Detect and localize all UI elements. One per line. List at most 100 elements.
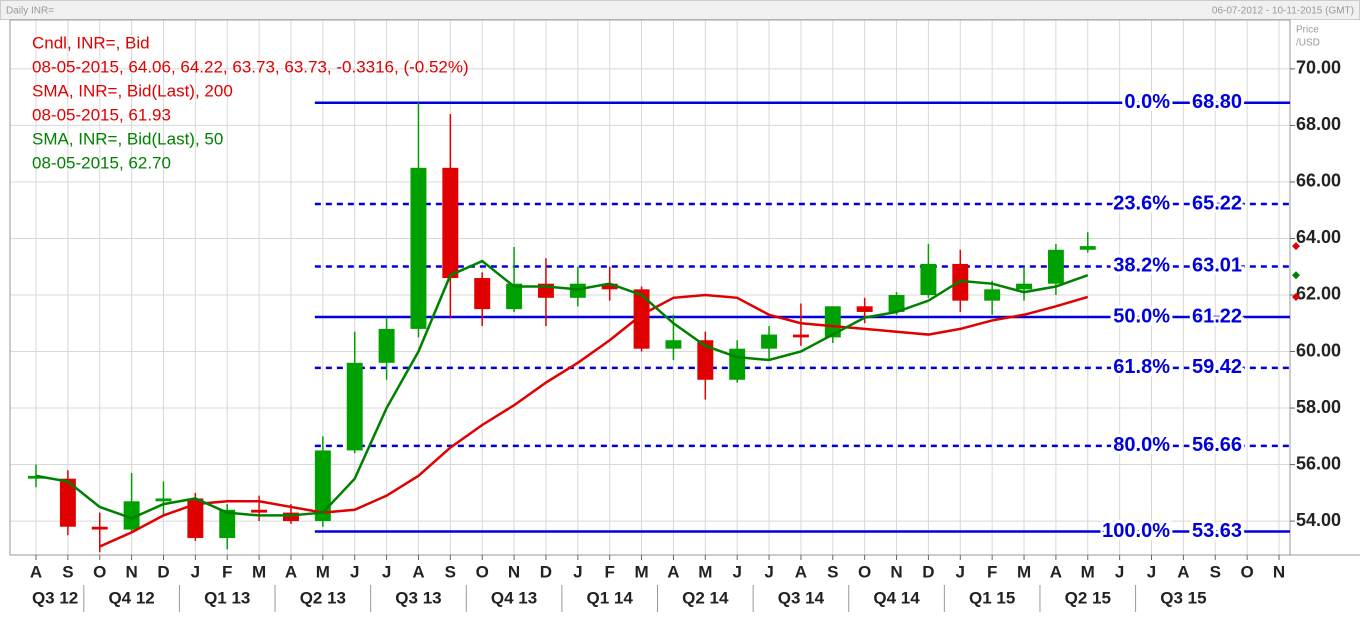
y-tick-label: 58.00 <box>1296 397 1341 417</box>
fib-ratio: 61.8% <box>1113 356 1170 378</box>
quarter-label: Q1 14 <box>587 588 634 607</box>
last-value-marker <box>1292 242 1300 251</box>
candle-body <box>410 167 427 329</box>
y-tick-label: 56.00 <box>1296 453 1341 473</box>
y-axis-label: /USD <box>1296 38 1320 49</box>
candle-body <box>856 306 873 312</box>
quarter-label: Q4 13 <box>491 588 537 607</box>
quarter-label: Q1 15 <box>969 588 1015 607</box>
x-tick-label: F <box>987 562 997 581</box>
y-tick-label: 70.00 <box>1296 58 1341 78</box>
y-tick-label: 64.00 <box>1296 227 1341 247</box>
x-tick-label: J <box>382 562 391 581</box>
fib-value: 65.22 <box>1192 192 1242 214</box>
fib-ratio: 38.2% <box>1113 255 1170 277</box>
candle-body <box>442 167 459 279</box>
candle-body <box>792 334 809 338</box>
candle-body <box>91 526 108 530</box>
fib-ratio: 100.0% <box>1102 520 1170 542</box>
fib-ratio: 0.0% <box>1124 91 1170 113</box>
x-tick-label: A <box>285 562 297 581</box>
x-tick-label: N <box>890 562 902 581</box>
x-tick-label: M <box>698 562 712 581</box>
candle-body <box>824 306 841 338</box>
x-tick-label: M <box>1017 562 1031 581</box>
candle-body <box>888 294 905 312</box>
candle-body <box>1079 246 1096 250</box>
last-value-marker <box>1292 292 1300 301</box>
candle-body <box>506 283 523 310</box>
x-tick-label: A <box>412 562 424 581</box>
x-tick-label: N <box>125 562 137 581</box>
x-tick-label: N <box>508 562 520 581</box>
candle-body <box>187 498 204 539</box>
x-tick-label: O <box>858 562 871 581</box>
x-tick-label: S <box>445 562 456 581</box>
x-tick-label: J <box>956 562 965 581</box>
x-tick-label: A <box>30 562 42 581</box>
header-bar <box>0 0 1360 20</box>
x-tick-label: J <box>764 562 773 581</box>
fib-value: 61.22 <box>1192 305 1242 327</box>
fib-ratio: 80.0% <box>1113 434 1170 456</box>
y-axis-label: Price <box>1296 25 1319 36</box>
fib-value: 59.42 <box>1192 356 1242 378</box>
x-tick-label: J <box>350 562 359 581</box>
candle-body <box>28 475 44 479</box>
x-tick-label: D <box>922 562 934 581</box>
fib-value: 68.80 <box>1192 91 1242 113</box>
candle-body <box>283 512 299 522</box>
candle-body <box>665 340 682 349</box>
candle-body <box>697 340 714 380</box>
y-tick-label: 60.00 <box>1296 340 1341 360</box>
candle-body <box>155 498 172 502</box>
quarter-label: Q3 15 <box>1160 588 1206 607</box>
quarter-label: Q4 12 <box>108 588 154 607</box>
fib-ratio: 50.0% <box>1113 305 1170 327</box>
sma-line <box>99 293 1089 548</box>
x-tick-label: J <box>732 562 741 581</box>
candle-body <box>346 362 363 451</box>
x-tick-label: A <box>795 562 807 581</box>
quarter-label: Q1 13 <box>204 588 250 607</box>
x-tick-label: M <box>1081 562 1095 581</box>
x-tick-label: F <box>222 562 232 581</box>
y-tick-label: 54.00 <box>1296 510 1341 530</box>
quarter-label: Q3 13 <box>395 588 441 607</box>
candle-body <box>123 501 140 530</box>
quarter-label: Q2 15 <box>1065 588 1111 607</box>
quarter-label: Q3 14 <box>778 588 825 607</box>
legend-entry: 08-05-2015, 64.06, 64.22, 63.73, 63.73, … <box>32 57 469 76</box>
quarter-label: Q2 13 <box>300 588 346 607</box>
x-tick-label: D <box>157 562 169 581</box>
x-tick-label: J <box>573 562 582 581</box>
x-tick-label: J <box>1115 562 1124 581</box>
y-tick-label: 62.00 <box>1296 284 1341 304</box>
legend-entry: 08-05-2015, 62.70 <box>32 153 171 172</box>
candle-body <box>920 263 937 295</box>
x-tick-label: F <box>604 562 614 581</box>
x-tick-label: O <box>93 562 106 581</box>
candle-body <box>1047 249 1064 284</box>
chart-title: Daily INR= <box>6 6 54 17</box>
x-tick-label: O <box>476 562 489 581</box>
candle-body <box>251 509 268 513</box>
candle-body <box>59 478 76 527</box>
x-tick-label: S <box>1210 562 1221 581</box>
x-tick-label: S <box>827 562 838 581</box>
quarter-label: Q4 14 <box>873 588 920 607</box>
legend-entry: Cndl, INR=, Bid <box>32 33 150 52</box>
candle-body <box>729 348 746 380</box>
x-tick-label: M <box>316 562 330 581</box>
candle-body <box>761 334 778 349</box>
candle-body <box>378 328 395 363</box>
x-tick-label: O <box>1241 562 1254 581</box>
candle-body <box>984 289 1001 301</box>
legend-entry: SMA, INR=, Bid(Last), 200 <box>32 81 233 100</box>
x-tick-label: N <box>1273 562 1285 581</box>
quarter-label: Q3 12 <box>32 588 78 607</box>
y-tick-label: 68.00 <box>1296 114 1341 134</box>
candle-body <box>1016 283 1032 290</box>
fib-ratio: 23.6% <box>1113 192 1170 214</box>
